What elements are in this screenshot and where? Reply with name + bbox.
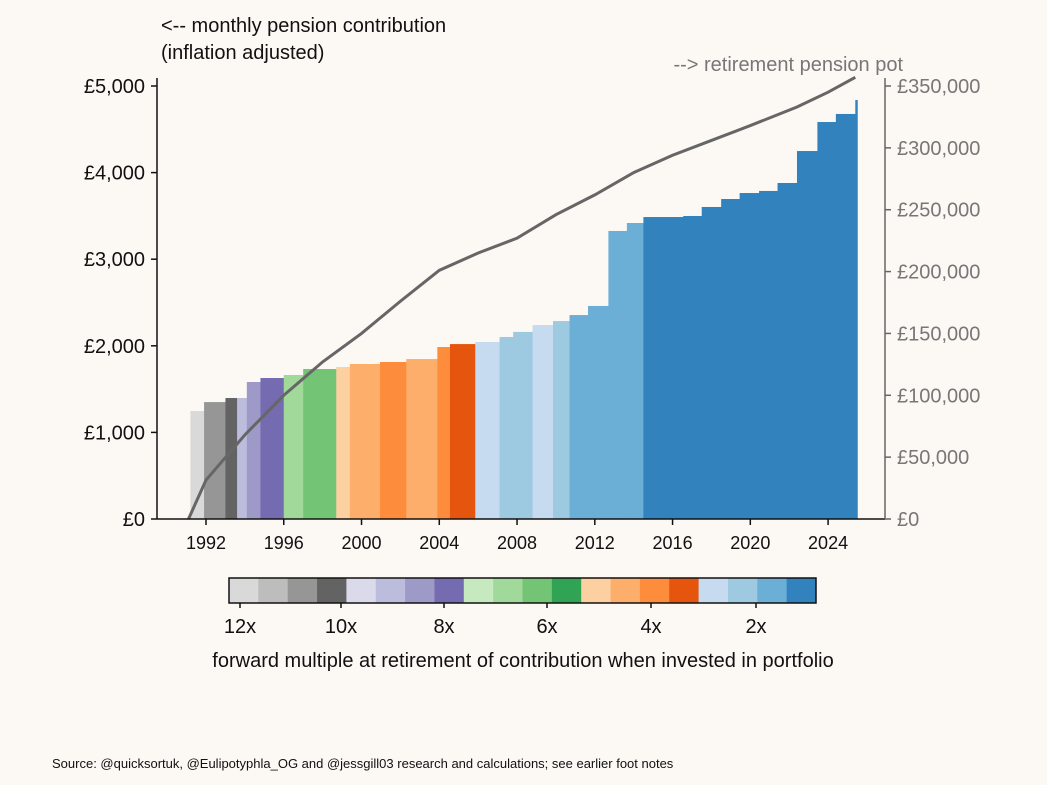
right-axis-title: --> retirement pension pot xyxy=(673,54,903,76)
x-tick-label: 2004 xyxy=(419,533,459,553)
contribution-bar xyxy=(406,359,438,519)
contribution-bar xyxy=(553,321,571,519)
contribution-bar xyxy=(437,347,451,519)
contribution-bar xyxy=(855,100,858,519)
y-left-tick-label: £1,000 xyxy=(84,422,145,444)
left-axis-subtitle: (inflation adjusted) xyxy=(161,42,324,64)
y-right-tick-label: £250,000 xyxy=(897,200,980,222)
contribution-bar xyxy=(569,315,589,519)
colorbar-segment xyxy=(317,578,347,603)
colorbar-segment xyxy=(698,578,729,603)
y-left-tick-label: £5,000 xyxy=(84,76,145,98)
contribution-bar xyxy=(683,215,703,519)
colorbar-segment xyxy=(551,578,582,603)
contribution-bar xyxy=(190,411,205,519)
contribution-bar xyxy=(475,341,501,519)
y-left-tick-label: £0 xyxy=(123,509,145,531)
contribution-bar xyxy=(626,223,644,519)
y-right-tick-label: £150,000 xyxy=(897,323,980,345)
contribution-bar xyxy=(532,325,554,519)
contribution-bar xyxy=(349,363,381,519)
contribution-bar xyxy=(739,193,760,519)
y-left-tick-label: £3,000 xyxy=(84,249,145,271)
x-tick-label: 1996 xyxy=(264,533,304,553)
colorbar-segment xyxy=(610,578,641,603)
contribution-bar xyxy=(283,374,304,519)
colorbar-tick-label: 4x xyxy=(640,616,661,638)
colorbar-tick-label: 8x xyxy=(433,616,454,638)
left-axis-title: <-- monthly pension contribution xyxy=(161,15,446,37)
contribution-bar xyxy=(336,367,351,519)
contribution-bar xyxy=(499,336,514,519)
colorbar-segment xyxy=(287,578,318,603)
contribution-bar xyxy=(759,190,779,519)
contribution-bar xyxy=(817,122,837,519)
colorbar-segment xyxy=(375,578,406,603)
contribution-bar xyxy=(513,331,534,519)
colorbar-segment xyxy=(258,578,289,603)
colorbar-segment xyxy=(786,578,817,603)
contribution-bar xyxy=(643,217,684,519)
colorbar-tick-label: 2x xyxy=(745,616,766,638)
colorbar-segment xyxy=(669,578,700,603)
contribution-bar xyxy=(721,199,741,519)
colorbar-segment xyxy=(463,578,494,603)
colorbar-frame xyxy=(228,577,817,604)
x-tick-label: 2008 xyxy=(497,533,537,553)
contribution-bar xyxy=(835,113,856,519)
colorbar-segment xyxy=(522,578,553,603)
contribution-bar xyxy=(204,402,226,519)
contribution-bar xyxy=(701,206,722,519)
contribution-bar xyxy=(777,182,798,519)
y-right-tick-label: £100,000 xyxy=(897,385,980,407)
colorbar-label: forward multiple at retirement of contri… xyxy=(212,650,833,672)
contribution-bar xyxy=(237,398,248,519)
colorbar-segment xyxy=(434,578,465,603)
y-left-tick-label: £4,000 xyxy=(84,163,145,185)
pension-pot-line xyxy=(187,76,857,520)
colorbar-segment xyxy=(757,578,788,603)
y-right-tick-label: £300,000 xyxy=(897,138,980,160)
contribution-bar xyxy=(379,361,407,519)
colorbar-segment xyxy=(405,578,435,603)
x-tick-label: 2024 xyxy=(808,533,848,553)
y-right-tick-label: £50,000 xyxy=(897,447,969,469)
y-right-tick-label: £200,000 xyxy=(897,262,980,284)
y-left-tick-label: £2,000 xyxy=(84,336,145,358)
contribution-bar xyxy=(449,344,476,519)
contribution-bar xyxy=(225,398,238,519)
contribution-bar xyxy=(246,381,261,519)
y-right-tick-label: £0 xyxy=(897,509,919,531)
colorbar-tick-label: 6x xyxy=(536,616,557,638)
x-tick-label: 2012 xyxy=(575,533,615,553)
source-footnote: Source: @quicksortuk, @Eulipotyphla_OG a… xyxy=(52,756,674,771)
colorbar-segment xyxy=(581,578,612,603)
colorbar-tick-label: 10x xyxy=(325,616,357,638)
colorbar-segment xyxy=(229,578,259,603)
x-tick-label: 1992 xyxy=(186,533,226,553)
colorbar-segment xyxy=(727,578,758,603)
x-tick-label: 2020 xyxy=(730,533,770,553)
y-right-tick-label: £350,000 xyxy=(897,76,980,98)
colorbar-tick-label: 12x xyxy=(224,616,256,638)
contribution-bar xyxy=(796,151,818,519)
contribution-bar xyxy=(587,305,609,519)
x-tick-label: 2000 xyxy=(341,533,381,553)
colorbar-segment xyxy=(493,578,523,603)
colorbar-segment xyxy=(639,578,670,603)
x-tick-label: 2016 xyxy=(653,533,693,553)
colorbar-segment xyxy=(346,578,377,603)
contribution-bar xyxy=(303,369,337,519)
contribution-bar xyxy=(608,230,628,520)
